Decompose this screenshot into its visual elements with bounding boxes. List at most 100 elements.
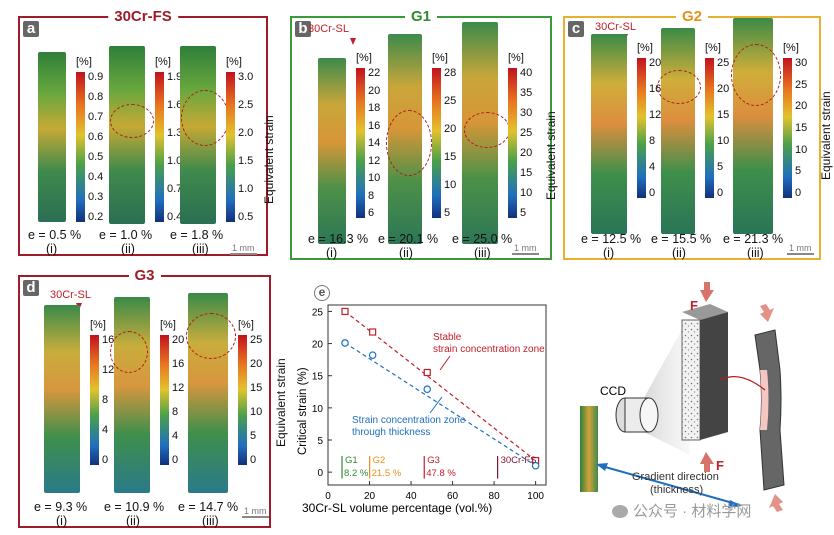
panel-b-title: G1: [404, 8, 438, 25]
point-square-1: [341, 307, 349, 316]
panel-b-tick-2: 28: [444, 67, 457, 79]
panel-a-hotspot-2: [110, 104, 154, 138]
panel-c-tick-3: 15: [795, 122, 808, 134]
panel-a-tick-3: 2.5: [238, 99, 254, 111]
panel-a-tick-2: 1.0: [167, 155, 183, 167]
panel-b-arrow-icon: [350, 38, 356, 45]
panel-a-strain-caption-1: e = 0.5 %: [28, 228, 82, 242]
dogbone-specimen: [754, 329, 785, 491]
panel-c-tick-1: 20: [649, 57, 662, 69]
panel-c-letter: c: [568, 21, 584, 37]
panel-b-tick-3: 10: [520, 187, 533, 199]
panel-c-tick-1: 4: [649, 161, 656, 173]
panel-c-index-1: (i): [603, 246, 615, 260]
panel-d-tick-1: 12: [102, 364, 115, 376]
panel-a-colorbar-2: [155, 72, 164, 222]
panel-b-strain-caption-2: e = 20.1 %: [378, 232, 439, 246]
panel-b-tick-2: 25: [444, 95, 457, 107]
panel-b-hotspot-2: [386, 110, 432, 176]
panel-d-index-2: (ii): [126, 514, 140, 528]
panel-d-sublabel: 30Cr-SL: [50, 289, 91, 301]
panel-a-index-2: (ii): [121, 242, 135, 256]
panel-b-tick-1: 8: [368, 189, 375, 202]
panel-c-title: G2: [675, 8, 709, 25]
panel-b-tick-1: 18: [368, 102, 381, 114]
y-tick-label: 10: [312, 404, 324, 415]
panel-c-tick-2: 20: [717, 83, 730, 95]
panel-d-index-1: (i): [56, 514, 68, 528]
x-tick-label: 100: [527, 491, 544, 502]
group-value-3: 47.8 %: [426, 468, 456, 479]
y-axis-label: Critical strain (%): [297, 367, 309, 455]
panel-a-colorbar-3: [226, 72, 235, 222]
panel-a-tick-1: 0.7: [88, 111, 104, 123]
panel-a-tick-2: 0.7: [167, 183, 183, 195]
panel-d-colorbar-3: [238, 335, 247, 465]
panel-c-tick-1: 12: [649, 109, 662, 121]
panel-a-ylabel: Equivalent strain: [262, 115, 276, 204]
panel-a-tick-2: 0.4: [167, 211, 183, 223]
panel-a-scalebar: 1 mm: [230, 243, 257, 255]
panel-c-tick-3: 0: [795, 187, 802, 199]
panel-d-strain-map-2: [114, 297, 150, 493]
y-tick-label: 15: [312, 372, 324, 383]
y-tick-label: 20: [312, 340, 324, 351]
ccd-label: CCD: [600, 384, 626, 398]
force-arrow-bottom: [700, 452, 714, 472]
ccd-camera-icon: [615, 397, 659, 433]
panel-b-index-1: (i): [326, 246, 338, 260]
panel-b-tick-1: 20: [368, 84, 381, 97]
x-axis-label: 30Cr-SL volume percentage (vol.%): [302, 501, 492, 515]
panel-d-tick-2: 12: [172, 382, 185, 394]
panel-b-tick-1: 12: [368, 154, 381, 167]
panel-c-tick-1: 16: [649, 83, 662, 95]
point-circle-2: [531, 461, 540, 470]
panel-c-unit-3: [%]: [783, 42, 799, 54]
x-tick-label: 20: [364, 491, 376, 502]
group-name-1: G1: [345, 455, 358, 466]
panel-d-tick-2: 8: [172, 406, 179, 418]
panel-c-tick-2: 5: [717, 161, 724, 173]
y-tick-label: 25: [312, 307, 324, 318]
specimen-front-face: [681, 319, 701, 441]
panel-d-tick-3: 15: [250, 382, 263, 394]
panel-c-index-3: (iii): [747, 246, 764, 260]
panel-c-tick-3: 5: [795, 165, 802, 178]
panel-a-unit-1: [%]: [76, 56, 92, 68]
panel-c-unit-1: [%]: [637, 42, 653, 54]
panel-b-unit-1: [%]: [356, 52, 372, 64]
panel-a-tick-2: 1.3: [167, 127, 183, 139]
panel-d-unit-1: [%]: [90, 319, 106, 331]
panel-d-unit-2: [%]: [160, 319, 176, 331]
panel-a-index-1: (i): [46, 242, 58, 256]
force-label-top: F: [690, 298, 698, 313]
panel-b-index-2: (ii): [399, 246, 413, 260]
panel-b-tick-3: 25: [520, 127, 533, 139]
panel-d-colorbar-2: [160, 335, 169, 465]
panel-c-tick-2: 10: [717, 135, 730, 147]
panel-b-colorbar-2: [432, 68, 441, 218]
panel-d-colorbar-1: [90, 335, 99, 465]
annotation-stable: Stable: [433, 332, 462, 343]
panel-a-tick-3: 0.5: [238, 211, 254, 223]
panel-c-hotspot-3: [731, 44, 781, 106]
panel-d-tick-3: 20: [250, 358, 263, 370]
panel-c-tick-2: 15: [717, 109, 730, 121]
annotation-stable-zone: strain concentration zone: [433, 344, 545, 355]
group-name-3: G3: [427, 455, 440, 466]
panel-d-scalebar: 1 mm: [242, 506, 269, 518]
group-value-1: 8.2 %: [344, 468, 369, 479]
panel-a-tick-1: 0.4: [88, 171, 104, 183]
panel-c-unit-2: [%]: [705, 42, 721, 54]
panel-b-tick-3: 5: [520, 207, 527, 219]
panel-e-letter: e: [314, 285, 330, 301]
panel-c-tick-2: 25: [717, 57, 730, 69]
gradient-arrow: [597, 464, 741, 506]
gradient-arrow-head-left: [596, 463, 608, 471]
chart-group-markers: G1 8.2 % G2 21.5 % G3 47.8 % 30Cr-FS: [341, 455, 537, 479]
x-tick-label: 0: [325, 491, 331, 502]
point-circle-2: [423, 385, 432, 394]
gradient-label: Gradient direction: [632, 471, 719, 483]
panel-c-colorbar-1: [637, 58, 646, 198]
group-name-4: 30Cr-FS: [501, 455, 537, 466]
